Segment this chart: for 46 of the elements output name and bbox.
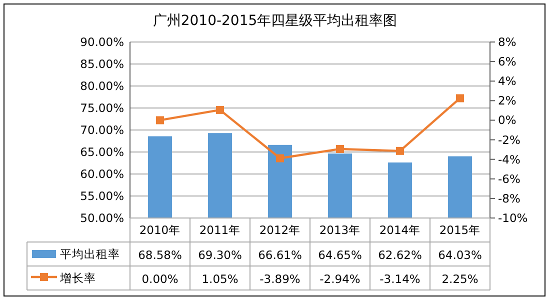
data-label: 68.58% xyxy=(138,248,182,262)
y-tick-label: 80.00% xyxy=(80,79,124,93)
y2-tick-label: 4% xyxy=(498,74,516,88)
y-tick-label: 70.00% xyxy=(80,123,124,137)
y2-tick-label: 2% xyxy=(498,94,516,108)
data-label: 69.30% xyxy=(198,248,242,262)
point xyxy=(216,106,224,114)
data-label: 64.03% xyxy=(438,248,482,262)
x-tick-label: 2012年 xyxy=(259,223,301,237)
data-label: 0.00% xyxy=(142,272,178,286)
y-tick-label: 75.00% xyxy=(80,101,124,115)
y2-tick-label: -8% xyxy=(498,191,520,206)
x-tick-label: 2013年 xyxy=(319,223,361,237)
x-tick-label: 2010年 xyxy=(139,223,181,237)
y2-tick-label: -10% xyxy=(498,211,528,225)
point xyxy=(456,94,464,102)
y2-tick-label: 8% xyxy=(498,35,516,49)
y-tick-label: 50.00% xyxy=(80,211,124,225)
data-label: 66.61% xyxy=(258,248,302,262)
y-tick-label: 85.00% xyxy=(80,57,124,71)
y-tick-label: 90.00% xyxy=(80,35,124,49)
data-label: 1.05% xyxy=(202,272,238,286)
data-label: -2.94% xyxy=(320,272,360,286)
x-tick-label: 2015年 xyxy=(439,223,481,237)
legend-label: 平均出租率 xyxy=(60,247,120,261)
point xyxy=(276,154,284,162)
y-tick-label: 55.00% xyxy=(80,189,124,203)
data-label: -3.89% xyxy=(260,272,300,286)
y2-tick-label: 0% xyxy=(498,113,516,128)
data-label: 62.62% xyxy=(378,248,422,262)
data-label: 64.65% xyxy=(318,248,362,262)
x-tick-label: 2011年 xyxy=(199,223,241,237)
data-label: -3.14% xyxy=(380,272,420,286)
y-tick-label: 65.00% xyxy=(80,145,124,159)
chart-title: 广州2010-2015年四星级平均出租率图 xyxy=(152,13,398,29)
data-label: 2.25% xyxy=(442,272,478,286)
point xyxy=(156,116,164,124)
point xyxy=(336,144,344,153)
y2-tick-label: 6% xyxy=(498,54,516,69)
x-tick-label: 2014年 xyxy=(379,223,421,237)
y2-tick-label: -2% xyxy=(498,132,520,147)
y2-tick-label: -4% xyxy=(498,152,520,166)
y-tick-label: 60.00% xyxy=(80,167,124,181)
point xyxy=(396,146,404,155)
y2-tick-label: -6% xyxy=(498,172,520,186)
legend-label: 增长率 xyxy=(59,271,96,285)
